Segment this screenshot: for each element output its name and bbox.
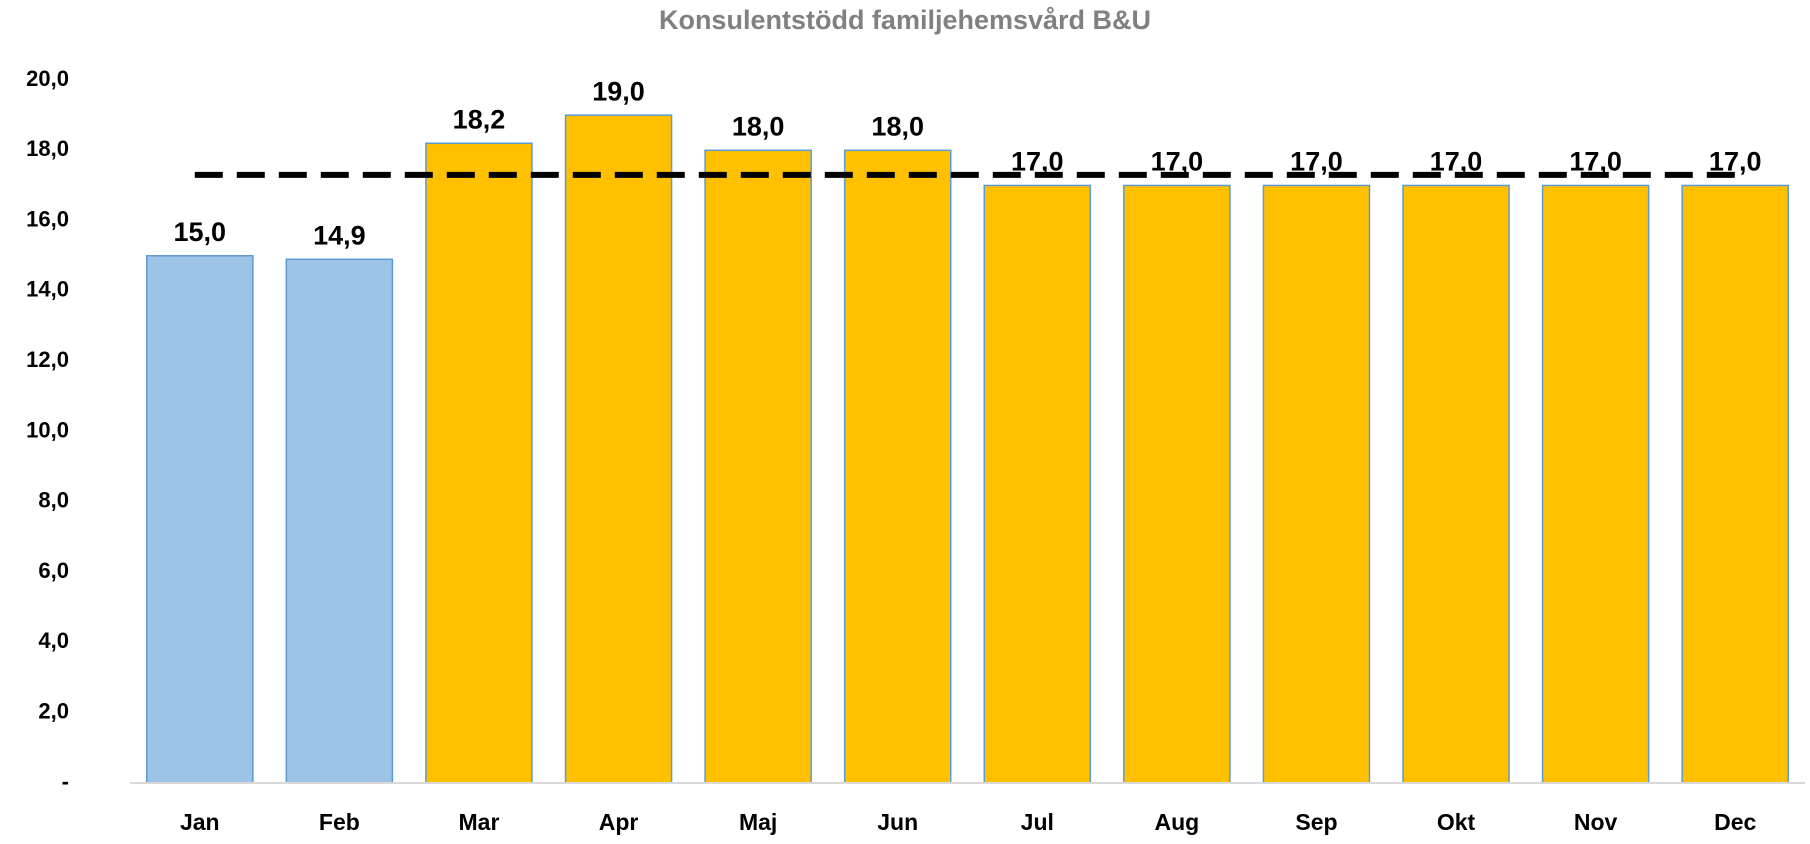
value-label: 17,0 xyxy=(1011,147,1064,177)
y-tick-label: 6,0 xyxy=(38,558,69,583)
bar xyxy=(704,149,812,784)
value-label: 17,0 xyxy=(1430,147,1483,177)
x-tick-label: Aug xyxy=(1155,809,1200,835)
bar xyxy=(285,258,394,784)
bar xyxy=(425,142,533,784)
value-label: 17,0 xyxy=(1151,147,1204,177)
value-label: 15,0 xyxy=(174,217,227,247)
x-tick-label: Sep xyxy=(1295,809,1337,835)
x-tick-label: Nov xyxy=(1574,809,1618,835)
x-tick-label: Feb xyxy=(319,809,360,835)
value-label: 18,0 xyxy=(732,111,785,141)
y-tick-label: 20,0 xyxy=(26,66,69,91)
x-tick-label: Apr xyxy=(599,809,639,835)
x-tick-label: Maj xyxy=(739,809,777,835)
y-tick-label: 10,0 xyxy=(26,417,69,442)
bar xyxy=(1541,184,1650,784)
value-label: 17,0 xyxy=(1290,147,1343,177)
value-label: 19,0 xyxy=(592,76,645,106)
x-tick-label: Mar xyxy=(459,809,500,835)
value-label: 18,0 xyxy=(871,111,924,141)
x-tick-label: Jun xyxy=(877,809,918,835)
y-tick-label: 18,0 xyxy=(26,136,69,161)
bar xyxy=(1262,184,1371,784)
y-tick-label: 8,0 xyxy=(38,488,69,513)
x-tick-label: Jan xyxy=(180,809,220,835)
value-label: 18,2 xyxy=(453,104,506,134)
x-tick-label: Okt xyxy=(1437,809,1476,835)
bar xyxy=(1681,184,1789,784)
y-tick-label: 14,0 xyxy=(26,277,69,302)
y-tick-label: 2,0 xyxy=(38,699,69,724)
y-tick-label: 16,0 xyxy=(26,206,69,231)
value-label: 17,0 xyxy=(1709,147,1762,177)
value-label: 17,0 xyxy=(1569,147,1622,177)
bar xyxy=(146,255,254,784)
chart-title: Konsulentstödd familjehemsvård B&U xyxy=(659,5,1151,35)
y-tick-label: - xyxy=(62,769,69,794)
bar xyxy=(1123,184,1231,784)
y-tick-label: 12,0 xyxy=(26,347,69,372)
bar xyxy=(1402,184,1510,784)
x-tick-label: Dec xyxy=(1714,809,1756,835)
bar xyxy=(983,184,1092,784)
y-tick-label: 4,0 xyxy=(38,628,69,653)
bar xyxy=(564,114,673,784)
x-tick-label: Jul xyxy=(1021,809,1054,835)
value-label: 14,9 xyxy=(313,220,366,250)
bar xyxy=(843,149,952,784)
